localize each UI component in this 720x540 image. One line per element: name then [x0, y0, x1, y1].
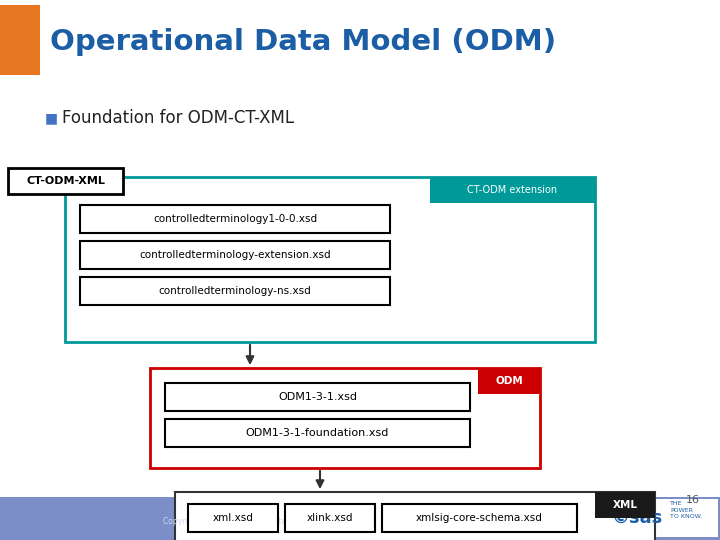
Bar [80, 277, 390, 305]
Bar [600, 499, 718, 537]
Bar [150, 368, 540, 468]
Circle shape [446, 500, 464, 518]
Text: Operational Data Model (ODM): Operational Data Model (ODM) [50, 28, 556, 56]
Text: ©sas: ©sas [612, 510, 663, 528]
Bar [382, 504, 577, 532]
Bar [80, 205, 390, 233]
Text: controlledterminology1-0-0.xsd: controlledterminology1-0-0.xsd [153, 214, 317, 224]
Bar [165, 383, 470, 411]
Bar [595, 492, 655, 518]
Bar [0, 497, 720, 540]
Text: Copyright © 2011, SAS Institute Inc. All rights reserved.: Copyright © 2011, SAS Institute Inc. All… [163, 517, 377, 526]
Bar [8, 168, 123, 194]
Bar [285, 504, 375, 532]
Text: controlledterminology-extension.xsd: controlledterminology-extension.xsd [139, 250, 330, 260]
Text: xml.xsd: xml.xsd [212, 513, 253, 523]
Bar [0, 5, 40, 75]
Text: controlledterminology-ns.xsd: controlledterminology-ns.xsd [158, 286, 311, 296]
Bar [65, 177, 595, 342]
Text: ODM1-3-1-foundation.xsd: ODM1-3-1-foundation.xsd [246, 428, 390, 438]
Text: ODM1-3-1.xsd: ODM1-3-1.xsd [278, 392, 357, 402]
Circle shape [471, 500, 489, 518]
Text: xmlsig-core-schema.xsd: xmlsig-core-schema.xsd [416, 513, 543, 523]
Text: CT-ODM-XML: CT-ODM-XML [26, 176, 105, 186]
Bar [165, 419, 470, 447]
Circle shape [459, 516, 477, 534]
Circle shape [421, 500, 439, 518]
Bar [478, 368, 540, 394]
Text: CT-ODM extension: CT-ODM extension [467, 185, 557, 195]
Text: 16: 16 [686, 495, 700, 505]
Text: Foundation for ODM-CT-XML: Foundation for ODM-CT-XML [62, 109, 294, 127]
Bar [80, 241, 390, 269]
Bar [188, 504, 278, 532]
Text: ■: ■ [45, 111, 58, 125]
Text: XML: XML [613, 500, 637, 510]
Bar [430, 177, 595, 203]
Text: ODM: ODM [495, 376, 523, 386]
Text: xlink.xsd: xlink.xsd [307, 513, 354, 523]
Circle shape [434, 516, 452, 534]
Circle shape [484, 516, 502, 534]
Text: THE
POWER
TO KNOW.: THE POWER TO KNOW. [670, 501, 702, 519]
Bar [175, 492, 655, 540]
